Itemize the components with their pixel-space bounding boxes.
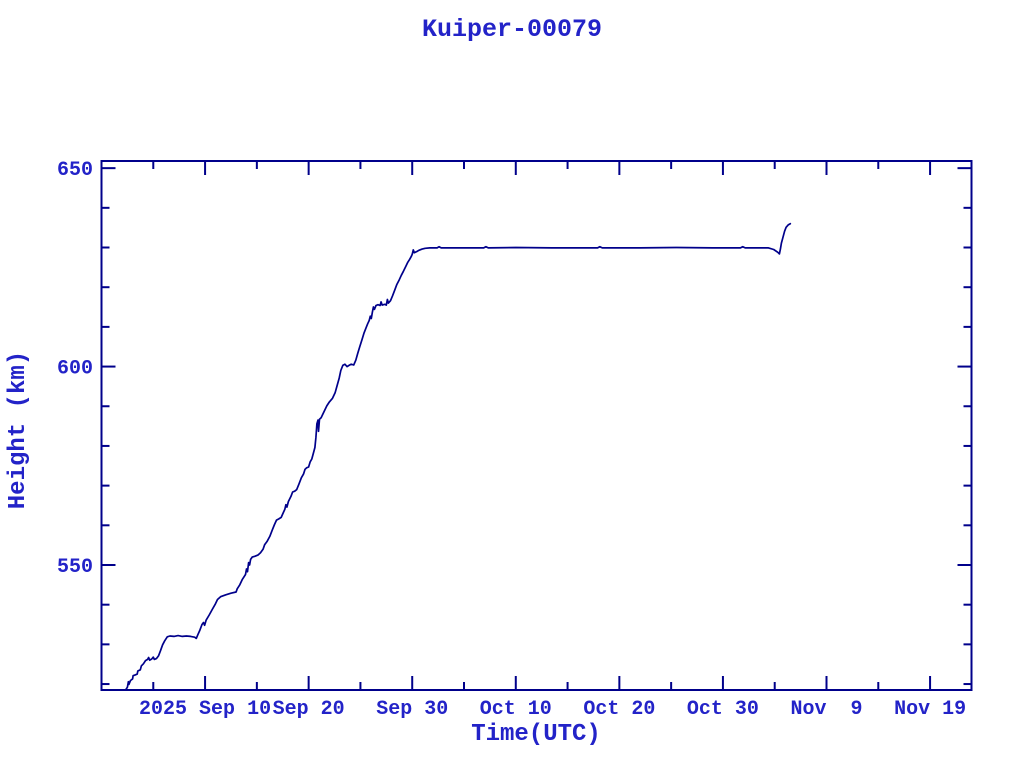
x-tick-label: Oct 30 (687, 698, 759, 721)
plot-frame (100, 160, 973, 691)
chart-title: Kuiper-00079 (421, 15, 603, 44)
x-tick-label: Sep 30 (376, 698, 448, 721)
y-tick-label: 650 (57, 159, 93, 182)
x-tick-label: Oct 20 (583, 698, 655, 721)
height-series-line (124, 222, 792, 691)
x-tick-label: Oct 10 (480, 698, 552, 721)
x-tick-label: Sep 20 (273, 698, 345, 721)
y-tick-label: 600 (57, 358, 93, 381)
x-tick-label: Nov 19 (894, 698, 966, 721)
x-tick-label: Nov 9 (790, 698, 862, 721)
x-tick-label: 2025 Sep 10 (139, 698, 271, 721)
x-axis-title: Time(UTC) (471, 721, 601, 748)
tick-labels: 2025 Sep 10 Sep 20 Sep 30 Oct 10 Oct 20 Oct 3… (57, 159, 966, 721)
axis-ticks (101, 161, 972, 690)
y-tick-label: 550 (57, 556, 93, 579)
